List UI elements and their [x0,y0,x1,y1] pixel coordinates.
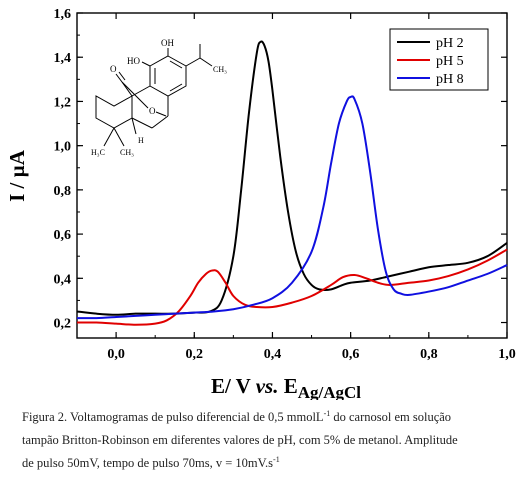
label-ring-o: O [149,106,156,116]
legend-label-ph5: pH 5 [436,54,464,69]
y-axis-ticks: 0,2 0,4 0,6 0,8 1,0 1,2 1,4 1,6 [54,7,507,332]
caption-line-1-text: Figura 2. Voltamogramas de pulso diferen… [22,410,324,424]
structure-labels: OH HO CH₃ O O H H₃C CH₃ [91,38,227,157]
bond-hydrogen [131,117,137,135]
plot-frame [76,12,508,339]
x-axis-label-vs: vs. [256,374,279,398]
bond-lactone-2 [155,111,167,117]
bond-c7-c6 [151,115,169,129]
x-tick-label: 0,0 [107,347,125,362]
caption-line-3-sup: -1 [273,454,280,464]
label-hydrogen: H [138,136,144,145]
caption-line-2: tampão Britton-Robinson em diferentes va… [22,433,458,447]
caption-line-3-text: de pulso 50mV, tempo de pulso 70ms, v = … [22,456,274,470]
carnosol-structure [95,44,213,147]
series-layer [76,40,508,326]
label-isopropyl-methyl: CH₃ [213,65,227,74]
label-ho-left: HO [127,56,140,66]
x-axis-label: E/ V vs. EAg/AgCl [211,374,361,400]
bond-isopropyl [185,57,201,67]
x-tick-label: 0,6 [342,347,360,362]
label-carbonyl-o: O [110,64,117,74]
caption-line-1: Figura 2. Voltamogramas de pulso diferen… [22,406,514,429]
voltammogram-chart: 0,0 0,2 0,4 0,6 0,8 1,0 0,2 0,4 0,6 0,8 1,0 1,2 1,4… [5,7,516,402]
x-axis-label-lead: E/ V [211,374,256,398]
y-axis-label: I / µA [5,149,29,202]
label-methyl-right: CH₃ [120,148,134,157]
series-line-ph8 [76,95,508,320]
aromatic-double-bond-3 [169,83,183,92]
y-tick-label: 0,6 [54,228,72,243]
bond-lactone-1 [121,81,149,109]
bond-isopropyl-me2 [199,57,213,67]
figure-caption: Figura 2. Voltamogramas de pulso diferen… [22,406,514,475]
y-tick-label: 1,2 [54,95,72,110]
y-tick-label: 1,0 [54,140,72,155]
x-axis-ticks: 0,0 0,2 0,4 0,6 0,8 1,0 [76,13,516,362]
y-tick-label: 0,4 [54,272,72,287]
legend-label-ph2: pH 2 [436,36,464,51]
bond-methyl-right [113,127,125,147]
y-tick-label: 0,2 [54,317,72,332]
x-tick-label: 1,0 [498,347,516,362]
caption-line-3: de pulso 50mV, tempo de pulso 70ms, v = … [22,452,514,475]
y-tick-label: 0,8 [54,184,72,199]
series-line-ph5 [76,248,508,326]
x-tick-label: 0,2 [186,347,204,362]
aromatic-double-bond-1 [169,60,183,69]
bond-carbonyl-o-1 [115,73,123,83]
bond-methyl-left [103,127,115,147]
legend-label-ph8: pH 8 [436,72,464,87]
bond-carbonyl-o-2 [118,71,126,81]
caption-line-1-tail: do carnosol em solução [330,410,452,424]
legend: pH 2 pH 5 pH 8 [389,28,489,91]
x-tick-label: 0,4 [264,347,282,362]
bond-oh-left [141,61,151,67]
label-oh-top: OH [161,38,174,48]
x-tick-label: 0,8 [420,347,438,362]
x-axis-label-subscript: Ag/AgCl [298,383,362,400]
cyclohexane-ring [95,95,133,129]
bond-c6-c5 [131,117,153,129]
label-methyl-left: H₃C [91,148,105,157]
y-tick-label: 1,6 [54,7,72,22]
x-axis-label-symbol: E [278,374,297,398]
caption-line-1-sup: -1 [323,408,331,418]
y-tick-label: 1,4 [54,51,72,66]
